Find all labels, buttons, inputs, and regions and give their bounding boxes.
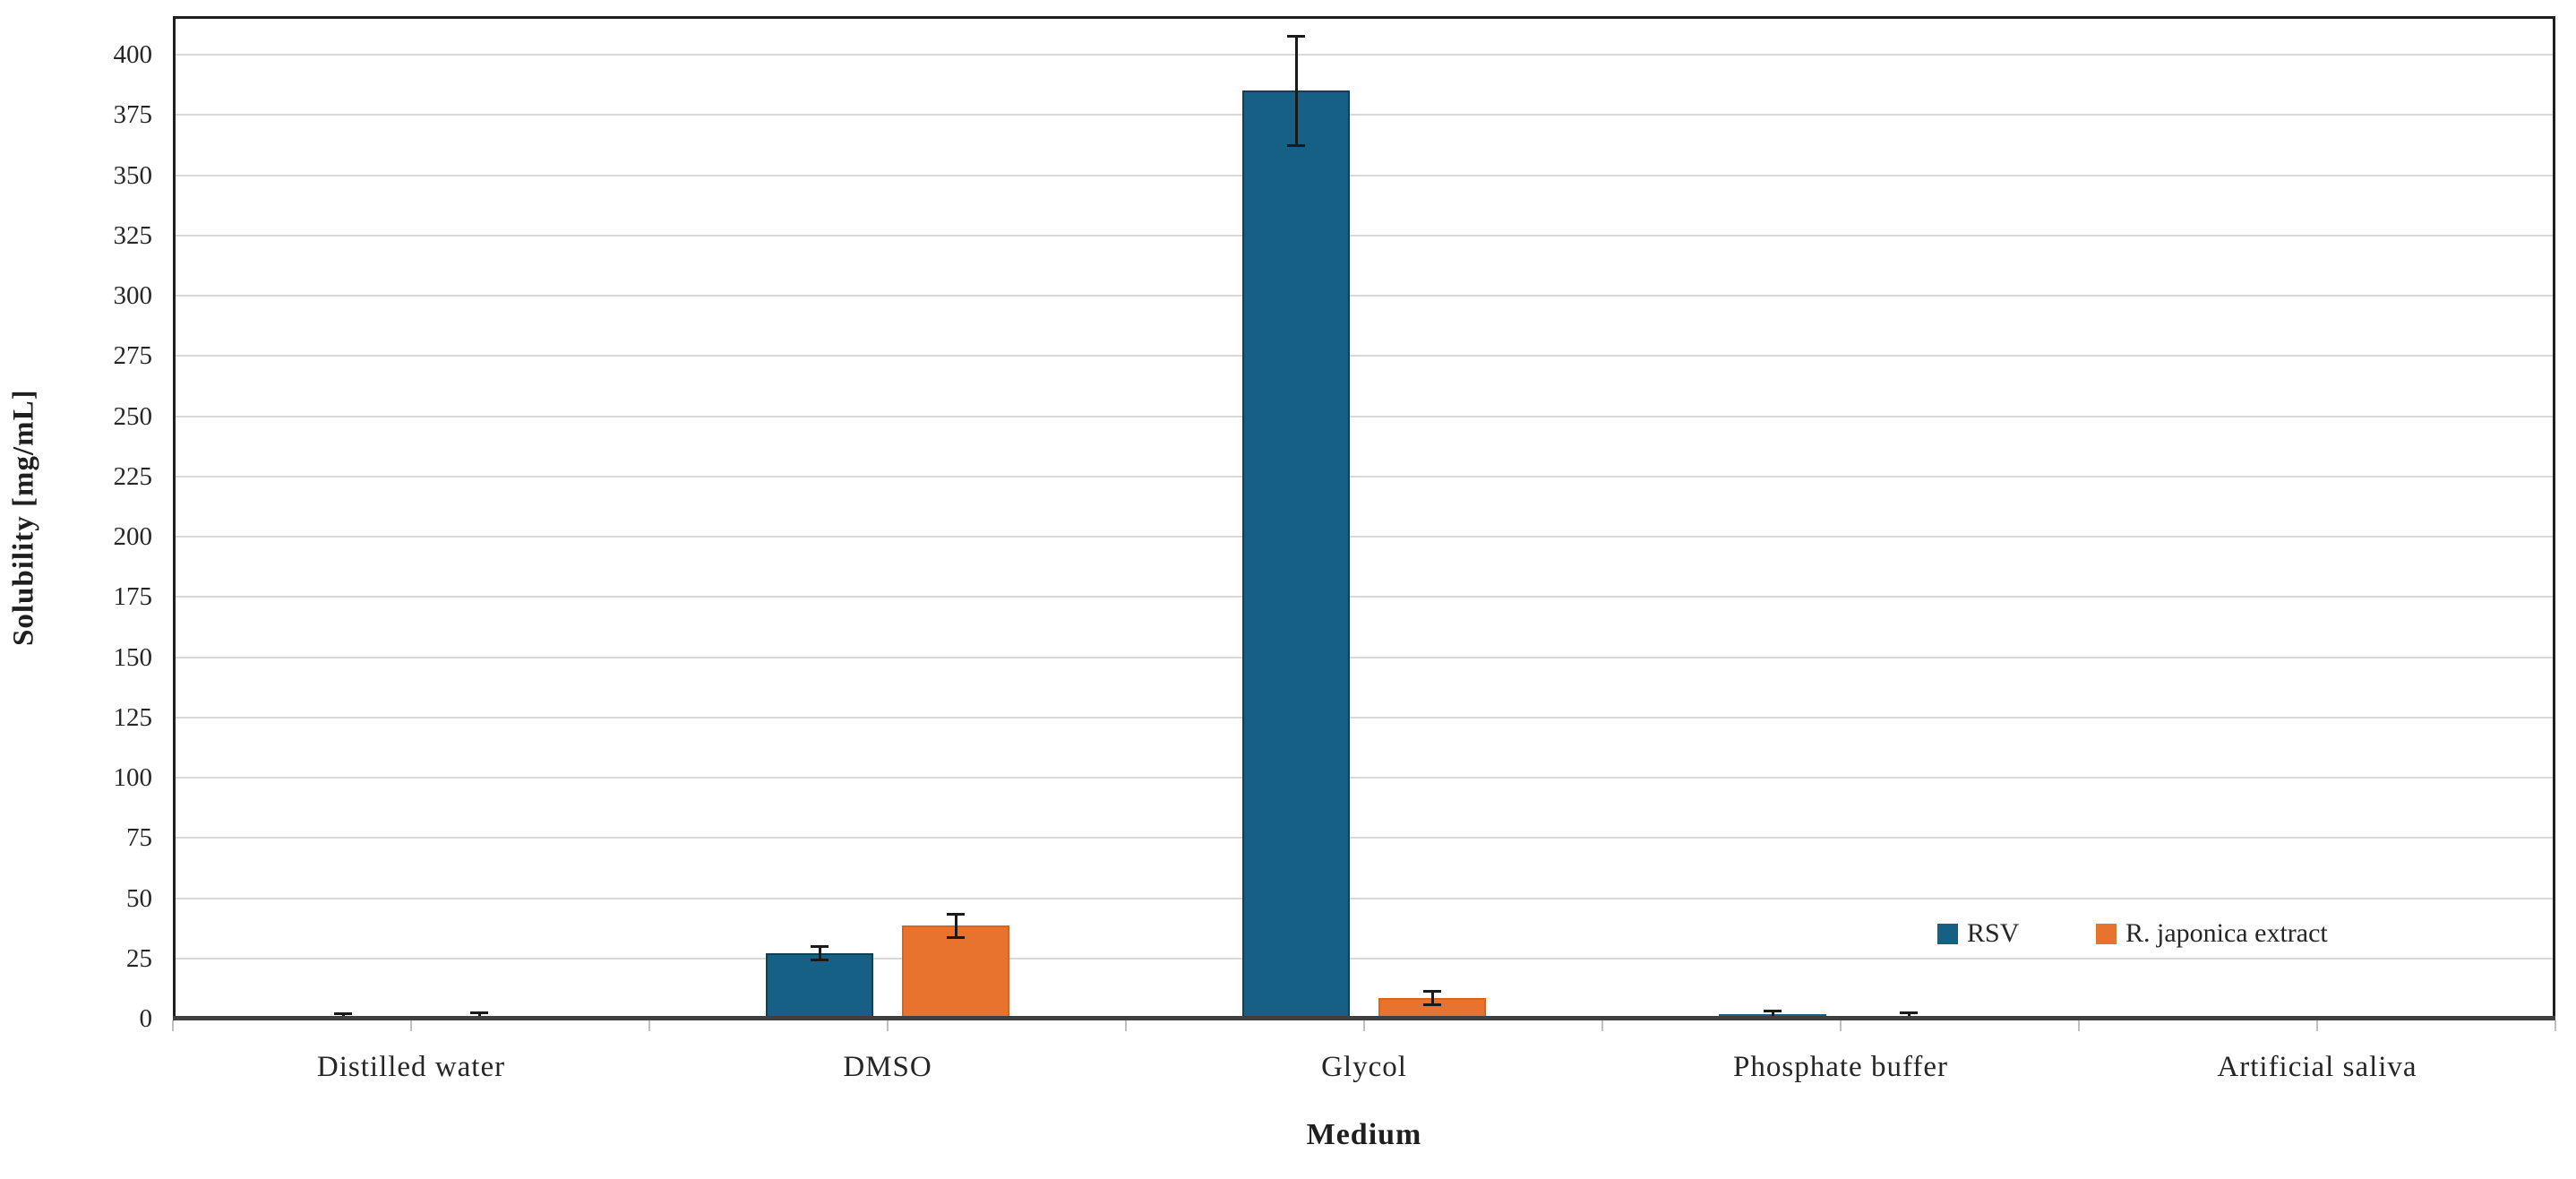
error-cap-bottom-rsv-glycol — [1287, 144, 1305, 147]
error-bar-r-japonica-extract-dmso — [955, 914, 957, 938]
error-cap-top-rsv-glycol — [1287, 35, 1305, 38]
gridline-275 — [173, 355, 2555, 357]
legend-swatch-r-japonica-extract — [2096, 923, 2117, 944]
y-tick-label-200: 200 — [113, 522, 153, 551]
x-axis-tick-7 — [1840, 1020, 1842, 1031]
error-cap-top-rsv-dmso — [811, 945, 829, 948]
frame-right — [2553, 16, 2555, 1019]
x-category-label-artificial-saliva: Artificial saliva — [2217, 1051, 2417, 1083]
frame-top — [173, 16, 2555, 19]
legend-item-rsv: RSV — [1937, 917, 2019, 950]
legend-item-r-japonica-extract: R. japonica extract — [2096, 917, 2328, 950]
error-cap-bottom-r-japonica-extract-dmso — [947, 936, 965, 939]
y-tick-label-325: 325 — [113, 221, 153, 250]
gridline-300 — [173, 295, 2555, 297]
gridline-100 — [173, 777, 2555, 779]
x-axis-tick-3 — [887, 1020, 889, 1031]
gridline-50 — [173, 898, 2555, 899]
legend-label-rsv: RSV — [1967, 918, 2020, 948]
error-bar-r-japonica-extract-glycol — [1431, 991, 1434, 1005]
y-tick-label-50: 50 — [126, 884, 152, 913]
y-tick-label-100: 100 — [113, 763, 153, 792]
gridline-150 — [173, 657, 2555, 658]
error-bar-r-japonica-extract-distilled-water — [478, 1012, 481, 1019]
error-bar-rsv-phosphate-buffer — [1772, 1011, 1774, 1018]
error-cap-top-r-japonica-extract-distilled-water — [470, 1011, 488, 1014]
y-tick-label-25: 25 — [126, 944, 152, 973]
y-tick-label-300: 300 — [113, 281, 153, 310]
x-axis-tick-4 — [1125, 1020, 1127, 1031]
frame-left — [173, 16, 176, 1019]
y-tick-label-175: 175 — [113, 582, 153, 611]
y-tick-label-400: 400 — [113, 40, 153, 69]
gridline-125 — [173, 717, 2555, 719]
error-bar-r-japonica-extract-phosphate-buffer — [1908, 1012, 1911, 1019]
bar-rsv-glycol — [1242, 90, 1350, 1019]
gridline-75 — [173, 837, 2555, 839]
x-axis-tick-9 — [2316, 1020, 2318, 1031]
x-axis-title: Medium — [1306, 1118, 1422, 1151]
gridline-350 — [173, 175, 2555, 176]
y-tick-label-150: 150 — [113, 643, 153, 672]
x-axis-tick-1 — [410, 1020, 412, 1031]
x-category-label-distilled-water: Distilled water — [316, 1051, 506, 1083]
error-cap-top-r-japonica-extract-glycol — [1423, 990, 1441, 993]
plot-area: RSV R. japonica extract — [173, 16, 2555, 1019]
y-tick-label-75: 75 — [126, 823, 152, 852]
y-tick-label-275: 275 — [113, 341, 153, 370]
gridline-400 — [173, 54, 2555, 56]
gridline-200 — [173, 536, 2555, 538]
gridline-375 — [173, 114, 2555, 116]
error-bar-rsv-glycol — [1295, 36, 1298, 147]
y-tick-label-375: 375 — [113, 100, 153, 129]
x-axis-tick-5 — [1363, 1020, 1365, 1031]
x-category-label-phosphate-buffer: Phosphate buffer — [1733, 1051, 1948, 1083]
y-tick-label-350: 350 — [113, 161, 153, 190]
y-tick-label-225: 225 — [113, 462, 153, 491]
x-axis-line — [173, 1016, 2555, 1020]
gridline-175 — [173, 596, 2555, 598]
gridline-325 — [173, 235, 2555, 237]
x-axis-tick-6 — [1601, 1020, 1603, 1031]
x-axis-tick-0 — [172, 1020, 174, 1031]
error-cap-bottom-rsv-dmso — [811, 959, 829, 961]
x-category-label-dmso: DMSO — [843, 1051, 932, 1083]
error-bar-rsv-dmso — [819, 946, 821, 960]
x-axis-tick-10 — [2555, 1020, 2556, 1031]
x-category-label-glycol: Glycol — [1321, 1051, 1407, 1083]
bar-r-japonica-extract-dmso — [902, 925, 1009, 1019]
legend-swatch-rsv — [1937, 923, 1958, 944]
error-cap-top-r-japonica-extract-phosphate-buffer — [1900, 1011, 1918, 1014]
y-tick-label-250: 250 — [113, 402, 153, 431]
gridline-250 — [173, 416, 2555, 417]
x-axis-tick-8 — [2078, 1020, 2080, 1031]
error-cap-top-rsv-distilled-water — [334, 1012, 352, 1015]
gridline-25 — [173, 958, 2555, 960]
x-axis-tick-2 — [648, 1020, 650, 1031]
y-tick-label-125: 125 — [113, 703, 153, 732]
error-cap-top-rsv-phosphate-buffer — [1764, 1010, 1782, 1012]
y-tick-label-0: 0 — [139, 1004, 153, 1033]
error-cap-top-r-japonica-extract-dmso — [947, 913, 965, 916]
gridline-225 — [173, 476, 2555, 478]
error-cap-bottom-r-japonica-extract-glycol — [1423, 1003, 1441, 1006]
legend-label-r-japonica-extract: R. japonica extract — [2125, 918, 2328, 948]
bar-rsv-dmso — [766, 953, 873, 1019]
